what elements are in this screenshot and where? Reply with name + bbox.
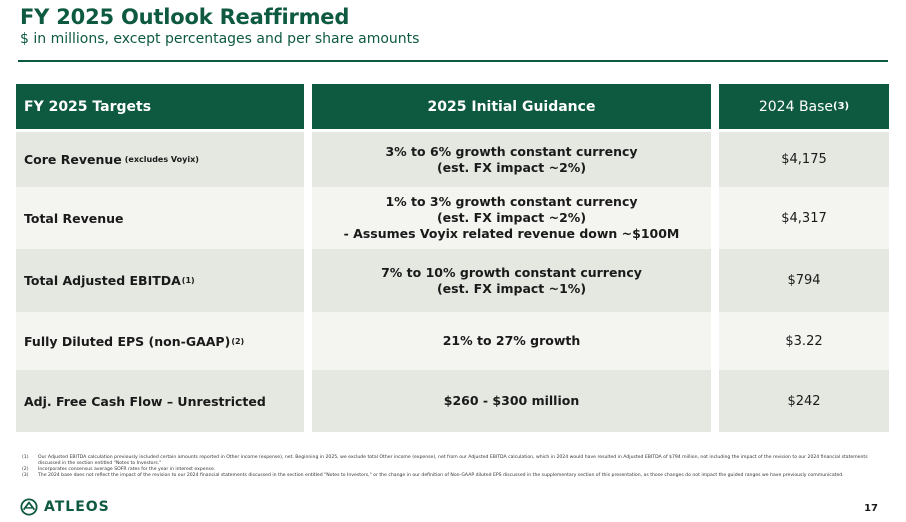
footnote-text: Incorporates consensus average SOFR rate… <box>38 467 216 472</box>
header-targets: FY 2025 Targets <box>16 84 304 129</box>
guidance-line: 1% to 3% growth constant currency <box>385 194 638 209</box>
row-base-cell: $4,175 <box>719 132 889 187</box>
table-header-row: FY 2025 Targets 2025 Initial Guidance 20… <box>16 84 889 129</box>
footnote-number: (3) <box>22 473 29 478</box>
header-base-note: (3) <box>833 101 850 112</box>
row-label: Total Revenue <box>24 210 124 226</box>
guidance-line: 21% to 27% growth <box>442 333 581 348</box>
page-number: 17 <box>864 503 878 514</box>
row-label-cell: Total Adjusted EBITDA (1) <box>16 249 304 312</box>
row-base-value: $4,317 <box>781 210 827 226</box>
table-row: Fully Diluted EPS (non-GAAP) (2) 21% to 2… <box>16 312 889 370</box>
row-base-cell: $3.22 <box>719 312 889 370</box>
footnote: (3) The 2024 base does not reflect the i… <box>22 473 882 479</box>
guidance-line: (est. FX impact ~1%) <box>436 280 587 296</box>
footnote: (2) Incorporates consensus average SOFR … <box>22 467 882 473</box>
row-guidance-cell: 1% to 3% growth constant currency (est. … <box>312 187 711 249</box>
row-base-value: $242 <box>787 393 821 409</box>
guidance-line: (est. FX impact ~2%) <box>436 210 587 225</box>
row-base-value: $794 <box>787 273 821 288</box>
footnote-text: The 2024 base does not reflect the impac… <box>38 473 844 478</box>
footnotes: (1) Our Adjusted EBITDA calculation prev… <box>22 455 882 479</box>
row-label-cell: Adj. Free Cash Flow – Unrestricted <box>16 370 304 432</box>
row-base-value: $4,175 <box>781 152 827 167</box>
page-title: FY 2025 Outlook Reaffirmed <box>20 5 350 29</box>
footnote-text: Our Adjusted EBITDA calculation previous… <box>38 455 868 466</box>
guidance-line: 3% to 6% growth constant currency <box>385 143 638 159</box>
row-label-cell: Fully Diluted EPS (non-GAAP) (2) <box>16 312 304 370</box>
row-base-cell: $242 <box>719 370 889 432</box>
row-label: Core Revenue <box>24 152 122 167</box>
header-targets-label: FY 2025 Targets <box>24 98 152 115</box>
row-base-cell: $794 <box>719 249 889 312</box>
table-row: Total Revenue 1% to 3% growth constant c… <box>16 187 889 249</box>
row-label: Fully Diluted EPS (non-GAAP) <box>24 333 231 349</box>
row-base-cell: $4,317 <box>719 187 889 249</box>
footnote-number: (2) <box>22 467 29 472</box>
row-label-footnote: (1) <box>181 276 195 285</box>
row-label-footnote: (2) <box>231 336 245 346</box>
row-guidance-cell: 7% to 10% growth constant currency (est.… <box>312 249 711 312</box>
title-divider <box>18 60 888 62</box>
row-label-cell: Total Revenue <box>16 187 304 249</box>
header-base: 2024 Base (3) <box>719 84 889 129</box>
header-guidance-label: 2025 Initial Guidance <box>427 98 596 115</box>
row-guidance-cell: $260 - $300 million <box>312 370 711 432</box>
table-row: Core Revenue (excludes Voyix) 3% to 6% g… <box>16 132 889 187</box>
guidance-line: $260 - $300 million <box>443 393 580 408</box>
page-subtitle: $ in millions, except percentages and pe… <box>20 31 420 47</box>
atleos-logo: ATLEOS <box>20 498 110 516</box>
footnote-number: (1) <box>22 455 29 460</box>
row-label-cell: Core Revenue (excludes Voyix) <box>16 132 304 187</box>
guidance-line: (est. FX impact ~2%) <box>436 159 587 175</box>
footnote: (1) Our Adjusted EBITDA calculation prev… <box>22 455 882 467</box>
row-label-note: (excludes Voyix) <box>124 155 199 164</box>
table-row: Total Adjusted EBITDA (1) 7% to 10% growt… <box>16 249 889 312</box>
table-row: Adj. Free Cash Flow – Unrestricted $260 … <box>16 370 889 432</box>
row-label: Total Adjusted EBITDA <box>24 273 181 288</box>
header-base-label: 2024 Base <box>758 98 834 115</box>
guidance-line: - Assumes Voyix related revenue down ~$1… <box>343 226 680 241</box>
atleos-logo-icon <box>20 498 38 516</box>
row-base-value: $3.22 <box>785 333 823 349</box>
row-label: Adj. Free Cash Flow – Unrestricted <box>24 393 266 409</box>
header-guidance: 2025 Initial Guidance <box>312 84 711 129</box>
outlook-table: FY 2025 Targets 2025 Initial Guidance 20… <box>16 84 889 432</box>
guidance-line: 7% to 10% growth constant currency <box>381 264 642 280</box>
logo-text: ATLEOS <box>44 499 110 515</box>
row-guidance-cell: 21% to 27% growth <box>312 312 711 370</box>
row-guidance-cell: 3% to 6% growth constant currency (est. … <box>312 132 711 187</box>
